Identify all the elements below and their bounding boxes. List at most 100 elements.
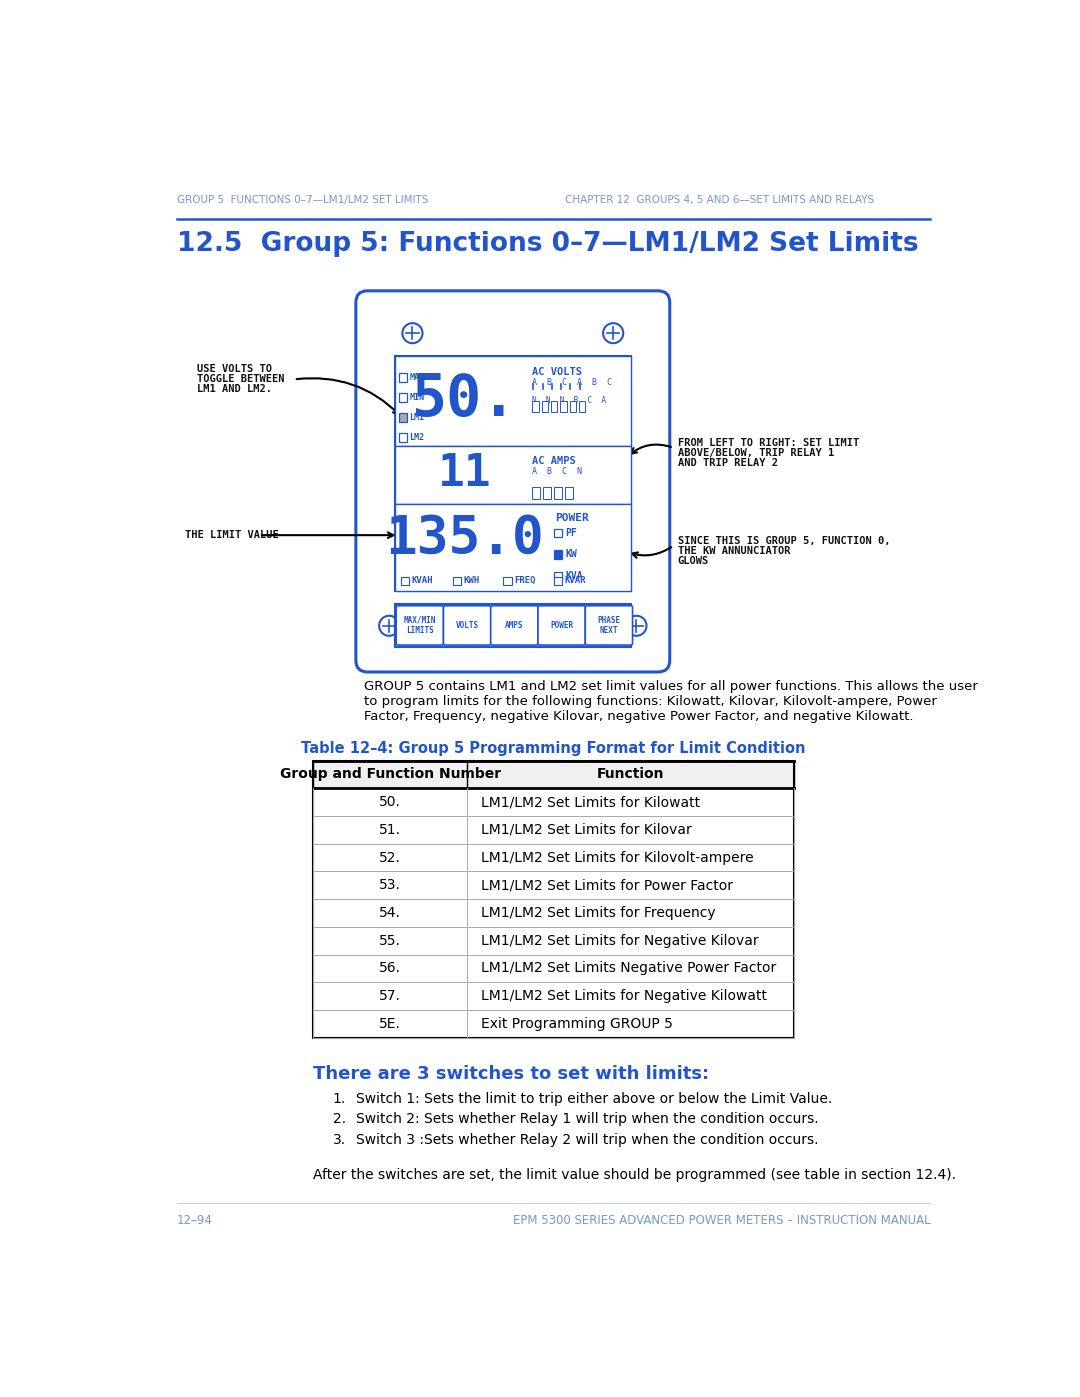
Bar [554,550,562,559]
Text: Switch 3 :Sets whether Relay 2 will trip when the condition occurs.: Switch 3 :Sets whether Relay 2 will trip… [356,1133,819,1147]
Text: 53.: 53. [379,879,401,893]
Bar [532,486,540,499]
Text: AMPS: AMPS [505,620,524,630]
Bar [399,433,407,441]
Text: KVAH: KVAH [411,576,433,585]
Text: LM1/LM2 Set Limits for Negative Kilovar: LM1/LM2 Set Limits for Negative Kilovar [481,933,758,947]
Bar [569,401,576,412]
Text: 135.0: 135.0 [384,513,543,564]
Text: SINCE THIS IS GROUP 5, FUNCTION 0,: SINCE THIS IS GROUP 5, FUNCTION 0, [677,535,890,546]
Text: VOLTS: VOLTS [456,620,478,630]
Text: 12.5  Group 5: Functions 0–7—LM1/LM2 Set Limits: 12.5 Group 5: Functions 0–7—LM1/LM2 Set … [177,231,918,257]
Text: LM1/LM2 Set Limits for Frequency: LM1/LM2 Set Limits for Frequency [481,907,716,921]
Text: CHAPTER 12  GROUPS 4, 5 AND 6—SET LIMITS AND RELAYS: CHAPTER 12 GROUPS 4, 5 AND 6—SET LIMITS … [565,194,874,204]
Text: FREQ: FREQ [514,576,536,585]
Bar [542,401,548,412]
Bar [554,571,562,581]
Text: LM2: LM2 [409,433,424,441]
Text: LM1/LM2 Set Limits for Kilowatt: LM1/LM2 Set Limits for Kilowatt [481,795,700,809]
Text: MAX: MAX [409,373,424,381]
Text: 52.: 52. [379,851,401,865]
Text: Table 12–4: Group 5 Programming Format for Limit Condition: Table 12–4: Group 5 Programming Format f… [301,742,806,756]
Bar [313,760,794,788]
FancyBboxPatch shape [490,606,538,645]
Text: 50.: 50. [411,370,517,427]
Bar [394,605,631,647]
Text: THE KW ANNUNCIATOR: THE KW ANNUNCIATOR [677,546,789,556]
Bar [394,356,631,591]
Text: GLOWS: GLOWS [677,556,708,566]
Bar [399,393,407,402]
Text: ABOVE/BELOW, TRIP RELAY 1: ABOVE/BELOW, TRIP RELAY 1 [677,448,834,458]
Bar [399,373,407,381]
Bar [543,486,551,499]
Text: 2.: 2. [333,1112,346,1126]
Bar [554,486,562,499]
Text: Group and Function Number: Group and Function Number [280,767,501,781]
Text: A  B  C  N: A B C N [531,467,582,476]
Text: 3.: 3. [333,1133,346,1147]
Text: 56.: 56. [379,961,401,975]
Text: MAX/MIN
LIMITS: MAX/MIN LIMITS [404,616,436,636]
Text: Factor, Frequency, negative Kilovar, negative Power Factor, and negative Kilowat: Factor, Frequency, negative Kilovar, neg… [364,711,913,724]
Bar [453,577,461,585]
Bar [561,401,567,412]
Text: KVAR: KVAR [565,576,585,585]
Text: After the switches are set, the limit value should be programmed (see table in s: After the switches are set, the limit va… [313,1168,956,1182]
Text: AND TRIP RELAY 2: AND TRIP RELAY 2 [677,458,778,468]
Text: 57.: 57. [379,989,401,1003]
Text: LM1: LM1 [409,412,424,422]
FancyBboxPatch shape [396,606,444,645]
Text: 12–94: 12–94 [177,1214,213,1227]
Text: Exit Programming GROUP 5: Exit Programming GROUP 5 [481,1017,673,1031]
Text: 54.: 54. [379,907,401,921]
Text: LM1/LM2 Set Limits for Kilovolt-ampere: LM1/LM2 Set Limits for Kilovolt-ampere [481,851,754,865]
Text: MIN: MIN [409,393,424,401]
Bar [401,577,409,585]
Text: FROM LEFT TO RIGHT: SET LIMIT: FROM LEFT TO RIGHT: SET LIMIT [677,437,859,448]
Text: AC AMPS: AC AMPS [531,457,576,467]
Bar [532,401,539,412]
Bar [554,529,562,538]
Text: to program limits for the following functions: Kilowatt, Kilovar, Kilovolt-amper: to program limits for the following func… [364,696,936,708]
Text: 5E.: 5E. [379,1017,401,1031]
Text: GROUP 5 contains LM1 and LM2 set limit values for all power functions. This allo: GROUP 5 contains LM1 and LM2 set limit v… [364,680,977,693]
Text: LM1/LM2 Set Limits for Power Factor: LM1/LM2 Set Limits for Power Factor [481,879,733,893]
Text: USE VOLTS TO: USE VOLTS TO [197,365,272,374]
Text: 50.: 50. [379,795,401,809]
Bar [313,760,794,1038]
Bar [565,486,572,499]
Bar [579,401,585,412]
Bar [503,577,512,585]
FancyBboxPatch shape [356,291,670,672]
Text: Switch 2: Sets whether Relay 1 will trip when the condition occurs.: Switch 2: Sets whether Relay 1 will trip… [356,1112,819,1126]
Text: There are 3 switches to set with limits:: There are 3 switches to set with limits: [313,1065,710,1083]
Bar [551,401,557,412]
Text: POWER: POWER [555,514,589,524]
Text: PF: PF [565,528,577,538]
Text: 51.: 51. [379,823,401,837]
Text: PHASE
NEXT: PHASE NEXT [597,616,621,636]
Text: LM1/LM2 Set Limits Negative Power Factor: LM1/LM2 Set Limits Negative Power Factor [481,961,777,975]
Text: Function: Function [596,767,664,781]
Bar [399,414,407,422]
Text: AC VOLTS: AC VOLTS [531,367,582,377]
Text: GROUP 5  FUNCTIONS 0–7—LM1/LM2 SET LIMITS: GROUP 5 FUNCTIONS 0–7—LM1/LM2 SET LIMITS [177,194,429,204]
Bar [554,577,562,585]
Text: 55.: 55. [379,933,401,947]
Text: TOGGLE BETWEEN: TOGGLE BETWEEN [197,374,284,384]
Text: KVA: KVA [565,571,583,581]
Text: KWH: KWH [463,576,480,585]
Bar [394,356,631,446]
Text: 1.: 1. [333,1091,346,1105]
Text: EPM 5300 SERIES ADVANCED POWER METERS – INSTRUCTION MANUAL: EPM 5300 SERIES ADVANCED POWER METERS – … [513,1214,930,1227]
FancyBboxPatch shape [444,606,490,645]
Text: LM1/LM2 Set Limits for Kilovar: LM1/LM2 Set Limits for Kilovar [481,823,691,837]
Bar [394,446,631,504]
Text: N  N  N  B  C  A: N N N B C A [531,397,606,405]
Text: LM1/LM2 Set Limits for Negative Kilowatt: LM1/LM2 Set Limits for Negative Kilowatt [481,989,767,1003]
Text: Switch 1: Sets the limit to trip either above or below the Limit Value.: Switch 1: Sets the limit to trip either … [356,1091,832,1105]
Text: THE LIMIT VALUE: THE LIMIT VALUE [186,529,279,541]
FancyBboxPatch shape [538,606,585,645]
Text: KW: KW [565,549,577,559]
